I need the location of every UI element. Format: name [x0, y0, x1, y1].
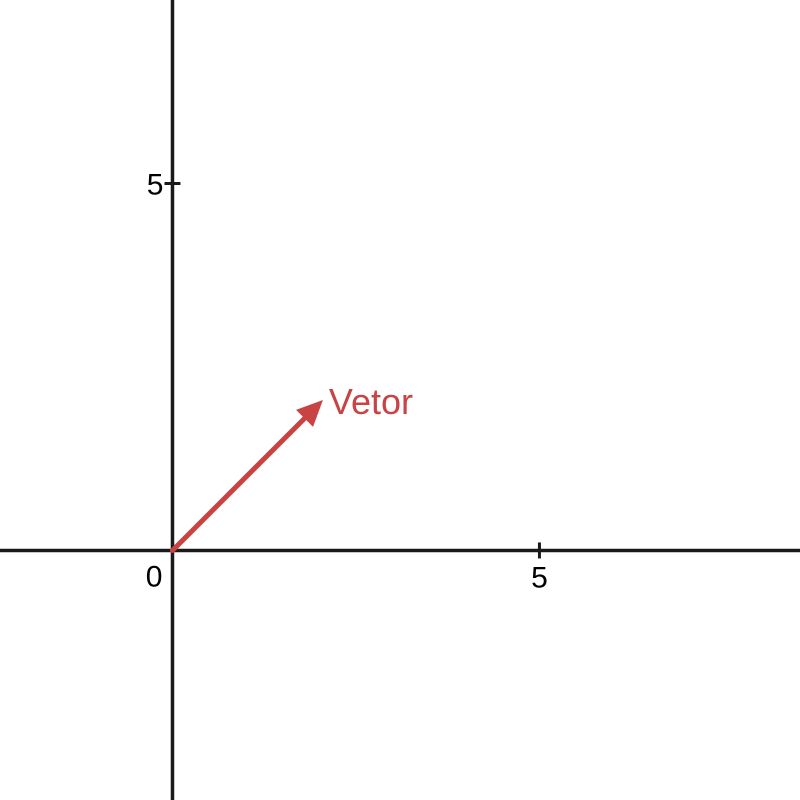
vector-label: Vetor — [329, 381, 413, 422]
vector-arrow — [169, 414, 309, 553]
vector-arrowhead — [296, 400, 323, 427]
x-tick-label: 5 — [531, 561, 548, 594]
origin-label: 0 — [146, 560, 163, 593]
y-tick-label: 5 — [147, 168, 164, 201]
tick-group: 55 — [147, 168, 548, 594]
